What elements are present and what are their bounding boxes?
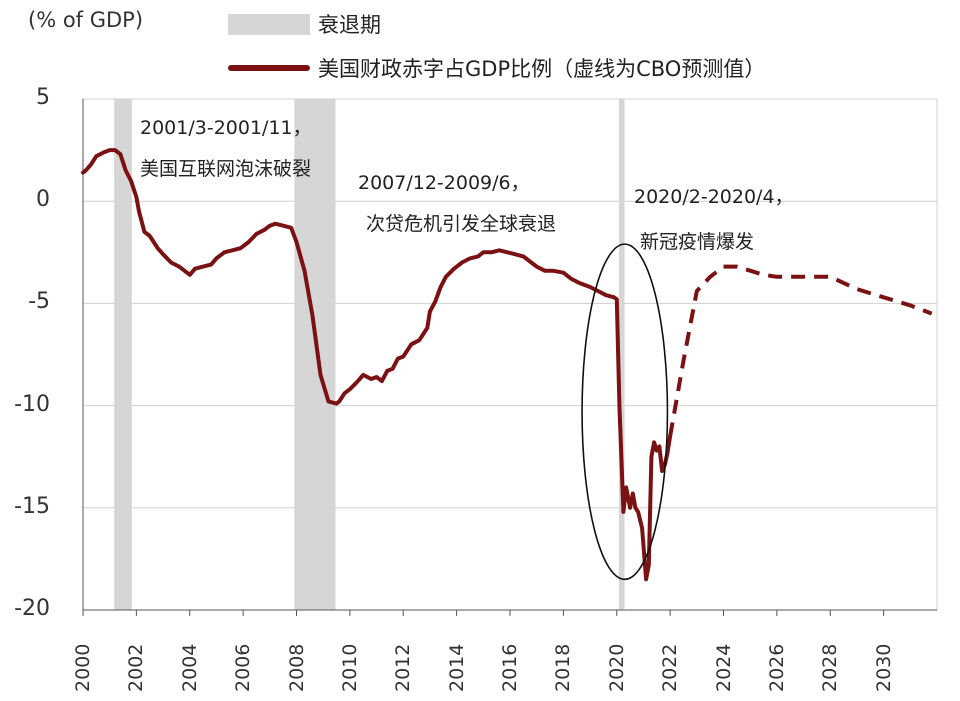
x-tick-label: 2008 <box>285 643 308 692</box>
x-tick-label: 2014 <box>445 643 468 692</box>
x-tick-label: 2030 <box>872 643 895 692</box>
series-line-deficit <box>81 148 673 582</box>
y-tick-label: 5 <box>36 85 50 110</box>
y-unit-label: (% of GDP) <box>28 8 144 32</box>
x-tick-label: 2006 <box>232 643 255 692</box>
x-tick-label: 2002 <box>125 643 148 692</box>
annotation-covid-line1: 2020/2-2020/4， <box>634 186 794 208</box>
highlight-ellipse <box>581 243 669 581</box>
legend-series-label: 美国财政赤字占GDP比例（虚线为CBO预测值） <box>318 57 766 81</box>
legend-recession-label: 衰退期 <box>318 13 381 37</box>
x-tick-label: 2012 <box>392 643 415 692</box>
y-tick-label: -5 <box>28 289 50 315</box>
x-tick-label: 2000 <box>72 643 94 692</box>
y-tick-label: -10 <box>14 391 50 417</box>
x-tick-label: 2020 <box>605 643 628 692</box>
covid-highlight-ellipse <box>581 243 669 581</box>
axes <box>82 99 937 616</box>
x-tick-label: 2018 <box>552 643 575 692</box>
series-lines <box>81 148 933 582</box>
y-tick-label: -20 <box>14 596 50 621</box>
legend-series: 美国财政赤字占GDP比例（虚线为CBO预测值） <box>228 53 765 83</box>
x-tick-label: 2028 <box>819 643 842 692</box>
recession-bands <box>114 99 625 610</box>
annotation-gfc-line1: 2007/12-2009/6， <box>358 172 530 194</box>
y-tick-label: -15 <box>14 493 50 519</box>
annotation-gfc-line2: 次贷危机引发全球衰退 <box>366 213 557 235</box>
legend-series-swatch <box>228 65 310 71</box>
annotation-dotcom-line2: 美国互联网泡沫破裂 <box>140 158 312 180</box>
x-tick-label: 2022 <box>659 643 682 692</box>
y-tick-label: 0 <box>36 187 50 213</box>
series-line-cbo-forecast <box>668 264 933 437</box>
annotation-covid-line2: 新冠疫情爆发 <box>640 231 755 253</box>
recession-band <box>618 99 625 610</box>
legend-recession: 衰退期 <box>228 9 381 39</box>
annotation-dotcom-line1: 2001/3-2001/11， <box>140 117 312 139</box>
x-tick-label: 2004 <box>178 643 201 692</box>
x-tick-label: 2026 <box>765 643 788 692</box>
x-tick-label: 2016 <box>499 643 521 692</box>
x-tick-label: 2010 <box>338 643 361 692</box>
legend-recession-swatch <box>228 13 310 35</box>
x-tick-label: 2024 <box>712 643 735 692</box>
recession-band <box>294 99 336 610</box>
recession-band <box>114 99 132 610</box>
